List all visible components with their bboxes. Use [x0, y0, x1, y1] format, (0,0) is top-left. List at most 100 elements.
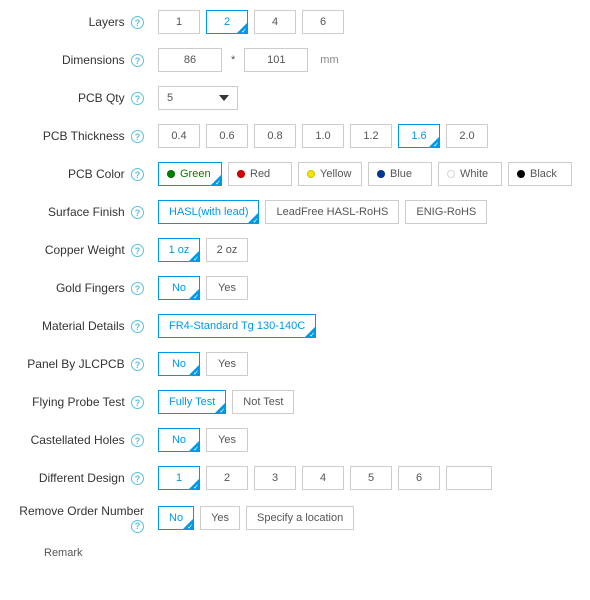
label-flying-probe-test: Flying Probe Test ? [0, 395, 150, 410]
different_design-option[interactable]: 4 [302, 466, 344, 490]
help-icon[interactable]: ? [131, 282, 144, 295]
color-swatch [377, 170, 385, 178]
help-icon[interactable]: ? [131, 92, 144, 105]
gold_fingers-option[interactable]: No [158, 276, 200, 300]
panel_by_jlcpcb-option[interactable]: No [158, 352, 200, 376]
gold_fingers-option[interactable]: Yes [206, 276, 248, 300]
color-label: Blue [390, 168, 412, 180]
thickness-option[interactable]: 0.4 [158, 124, 200, 148]
help-icon[interactable]: ? [131, 206, 144, 219]
help-icon[interactable]: ? [131, 396, 144, 409]
layers-option[interactable]: 1 [158, 10, 200, 34]
color-swatch [447, 170, 455, 178]
row-gold-fingers: Gold Fingers ? NoYes [0, 276, 590, 300]
label-copper-weight: Copper Weight ? [0, 243, 150, 258]
color-option-white[interactable]: White [438, 162, 502, 186]
dimensions-unit: mm [320, 54, 338, 66]
help-icon[interactable]: ? [131, 434, 144, 447]
label-different-design: Different Design ? [0, 471, 150, 486]
color-option-black[interactable]: Black [508, 162, 572, 186]
thickness-option[interactable]: 1.6 [398, 124, 440, 148]
copper_weight-option[interactable]: 2 oz [206, 238, 248, 262]
different_design-custom-input[interactable] [446, 466, 492, 490]
row-layers: Layers ? 1246 [0, 10, 590, 34]
row-panel-by-jlcpcb: Panel By JLCPCB ? NoYes [0, 352, 590, 376]
row-surface-finish: Surface Finish ? HASL(with lead)LeadFree… [0, 200, 590, 224]
layers-option[interactable]: 2 [206, 10, 248, 34]
flying_probe_test-option[interactable]: Not Test [232, 390, 294, 414]
copper-weight-options: 1 oz2 oz [158, 238, 248, 262]
layers-options: 1246 [158, 10, 344, 34]
castellated-holes-options: NoYes [158, 428, 248, 452]
different_design-option[interactable]: 2 [206, 466, 248, 490]
thickness-option[interactable]: 1.2 [350, 124, 392, 148]
thickness-option[interactable]: 2.0 [446, 124, 488, 148]
help-icon[interactable]: ? [131, 16, 144, 29]
surface_finish-option[interactable]: HASL(with lead) [158, 200, 259, 224]
help-icon[interactable]: ? [131, 168, 144, 181]
different_design-option[interactable]: 1 [158, 466, 200, 490]
copper_weight-option[interactable]: 1 oz [158, 238, 200, 262]
remove_order_number-option[interactable]: No [158, 506, 194, 530]
row-pcb-thickness: PCB Thickness ? 0.40.60.81.01.21.62.0 [0, 124, 590, 148]
row-remove-order-number: Remove Order Number ? NoYesSpecify a loc… [0, 504, 590, 533]
color-option-yellow[interactable]: Yellow [298, 162, 362, 186]
help-icon[interactable]: ? [131, 358, 144, 371]
help-icon[interactable]: ? [131, 130, 144, 143]
flying-probe-test-options: Fully TestNot Test [158, 390, 294, 414]
different-design-options: 123456 [158, 466, 492, 490]
label-pcb-thickness: PCB Thickness ? [0, 129, 150, 144]
help-icon[interactable]: ? [131, 472, 144, 485]
color-option-green[interactable]: Green [158, 162, 222, 186]
help-icon[interactable]: ? [131, 244, 144, 257]
material-details-options: FR4-Standard Tg 130-140C [158, 314, 316, 338]
label-dimensions: Dimensions ? [0, 53, 150, 68]
thickness-option[interactable]: 1.0 [302, 124, 344, 148]
surface_finish-option[interactable]: ENIG-RoHS [405, 200, 487, 224]
color-label: Black [530, 168, 557, 180]
label-pcb-qty: PCB Qty ? [0, 91, 150, 106]
thickness-option[interactable]: 0.6 [206, 124, 248, 148]
castellated_holes-option[interactable]: Yes [206, 428, 248, 452]
color-option-red[interactable]: Red [228, 162, 292, 186]
row-different-design: Different Design ? 123456 [0, 466, 590, 490]
remove_order_number-option[interactable]: Specify a location [246, 506, 354, 530]
different_design-option[interactable]: 3 [254, 466, 296, 490]
label-pcb-color: PCB Color ? [0, 167, 150, 182]
pcb-qty-select[interactable]: 5 [158, 86, 238, 110]
help-icon[interactable]: ? [131, 54, 144, 67]
help-icon[interactable]: ? [131, 320, 144, 333]
flying_probe_test-option[interactable]: Fully Test [158, 390, 226, 414]
different_design-option[interactable]: 5 [350, 466, 392, 490]
color-label: Red [250, 168, 270, 180]
dimensions-height-input[interactable] [244, 48, 308, 72]
help-icon[interactable]: ? [131, 520, 144, 533]
panel-by-jlcpcb-options: NoYes [158, 352, 248, 376]
color-label: Yellow [320, 168, 351, 180]
panel_by_jlcpcb-option[interactable]: Yes [206, 352, 248, 376]
row-flying-probe-test: Flying Probe Test ? Fully TestNot Test [0, 390, 590, 414]
different_design-option[interactable]: 6 [398, 466, 440, 490]
remark-label: Remark [44, 547, 590, 559]
color-option-blue[interactable]: Blue [368, 162, 432, 186]
row-dimensions: Dimensions ? * mm [0, 48, 590, 72]
layers-option[interactable]: 6 [302, 10, 344, 34]
dimensions-width-input[interactable] [158, 48, 222, 72]
thickness-option[interactable]: 0.8 [254, 124, 296, 148]
castellated_holes-option[interactable]: No [158, 428, 200, 452]
material_details-option[interactable]: FR4-Standard Tg 130-140C [158, 314, 316, 338]
row-material-details: Material Details ? FR4-Standard Tg 130-1… [0, 314, 590, 338]
label-gold-fingers: Gold Fingers ? [0, 281, 150, 296]
color-swatch [237, 170, 245, 178]
row-pcb-qty: PCB Qty ? 5 [0, 86, 590, 110]
chevron-down-icon [219, 95, 229, 101]
color-label: Green [180, 168, 211, 180]
color-options: Green Red Yellow Blue White Black [158, 162, 572, 186]
surface_finish-option[interactable]: LeadFree HASL-RoHS [265, 200, 399, 224]
label-layers: Layers ? [0, 15, 150, 30]
layers-option[interactable]: 4 [254, 10, 296, 34]
remove_order_number-option[interactable]: Yes [200, 506, 240, 530]
remove-order-number-options: NoYesSpecify a location [158, 506, 354, 530]
label-panel-by-jlcpcb: Panel By JLCPCB ? [0, 357, 150, 372]
label-material-details: Material Details ? [0, 319, 150, 334]
